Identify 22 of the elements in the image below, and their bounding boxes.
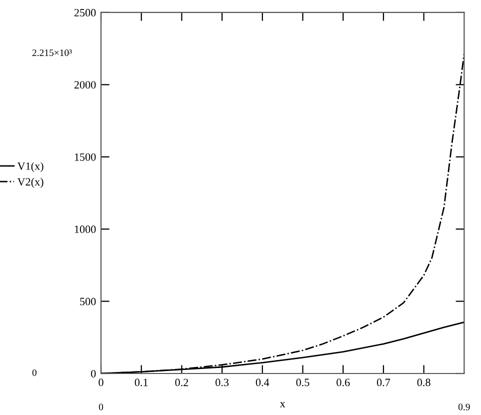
x-tick-label: 0.2	[175, 378, 188, 386]
text: 0	[32, 369, 36, 376]
y-tick-label: 500	[80, 298, 96, 306]
text: 0.9	[458, 404, 470, 410]
x-tick-label: 0	[98, 378, 104, 386]
text: 2.215×10³	[32, 49, 72, 56]
x-tick-label: 0.5	[296, 378, 310, 386]
legend-label: V1(x)	[17, 162, 44, 172]
x-tick-label: 0.8	[417, 378, 430, 386]
x-tick-label: 0.4	[256, 378, 270, 386]
y-tick-label: 1000	[74, 226, 96, 234]
text: 0	[98, 404, 104, 410]
x-tick-label: 0.1	[134, 378, 148, 386]
y-tick-label: 2000	[74, 81, 96, 89]
x-axis-title: x	[280, 402, 286, 408]
x-tick-label: 0.3	[216, 378, 229, 386]
y-tick-label: 1500	[74, 153, 96, 161]
y-tick-label: 2500	[74, 8, 96, 16]
legend-label: V2(x)	[17, 178, 44, 188]
x-tick-label: 0.7	[376, 378, 390, 386]
x-tick-label: 0.6	[336, 378, 350, 386]
y-tick-label: 0	[91, 370, 96, 378]
